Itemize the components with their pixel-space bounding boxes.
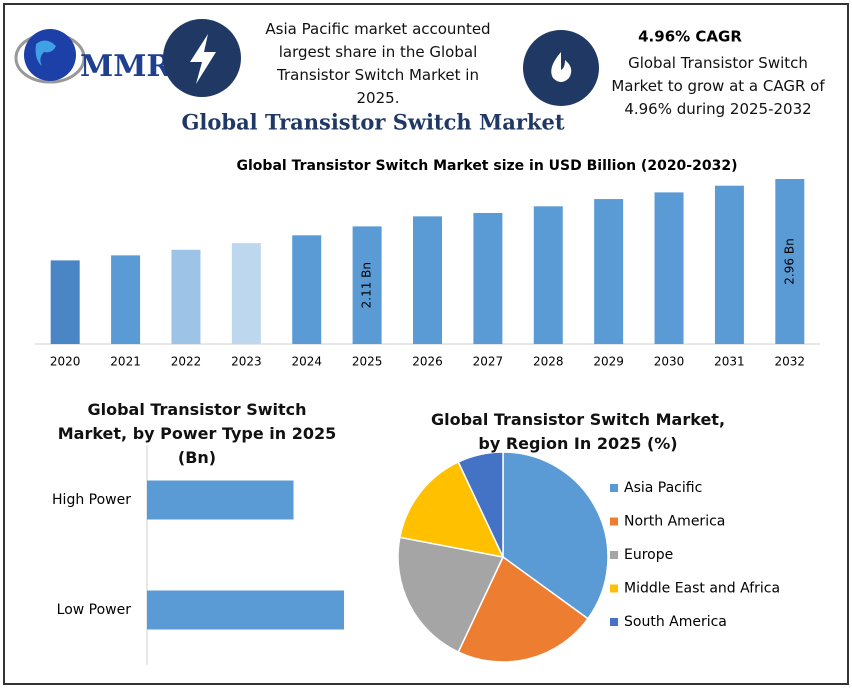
legend-swatch xyxy=(610,484,618,492)
legend-label: North America xyxy=(624,514,725,530)
y-tick-label: High Power xyxy=(52,492,131,508)
x-tick-label: 2025 xyxy=(352,355,383,369)
y-tick-label: Low Power xyxy=(57,602,132,618)
bar xyxy=(714,185,744,344)
data-label: 2.96 Bn xyxy=(782,238,796,284)
legend-label: Asia Pacific xyxy=(624,480,702,496)
bar xyxy=(533,206,563,344)
legend-swatch xyxy=(610,584,618,593)
note: Asia Pacific market accounted largest sh… xyxy=(265,20,491,107)
data-label: 2.11 Bn xyxy=(360,262,374,308)
legend-label: Europe xyxy=(624,547,673,563)
cagr-title: 4.96% CAGR xyxy=(638,28,742,46)
chart-title: Global Transistor Switch Market, by Regi… xyxy=(430,410,726,453)
x-tick-label: 2023 xyxy=(231,355,262,369)
bar xyxy=(111,255,141,344)
legend-swatch xyxy=(610,517,618,526)
bar xyxy=(147,590,344,630)
bar xyxy=(473,213,503,344)
x-tick-label: 2029 xyxy=(593,355,624,369)
x-tick-label: 2027 xyxy=(473,355,504,369)
legend-label: Middle East and Africa xyxy=(624,581,780,597)
bolt-shape xyxy=(190,34,216,84)
bar xyxy=(231,243,261,344)
x-tick-label: 2024 xyxy=(291,355,322,369)
pie-slice xyxy=(502,451,609,620)
bar xyxy=(654,192,684,344)
x-tick-label: 2021 xyxy=(110,355,141,369)
legend-swatch xyxy=(610,618,618,626)
x-tick-label: 2022 xyxy=(171,355,202,369)
chart-title: Global Transistor Switch Market, by Powe… xyxy=(57,400,337,467)
bar xyxy=(171,249,201,344)
bar xyxy=(775,179,805,344)
main-title: Global Transistor Switch Market xyxy=(181,110,564,135)
logo-text: MMR xyxy=(80,49,172,84)
pie-slice xyxy=(457,451,504,558)
pie-slice xyxy=(398,460,505,559)
x-tick-label: 2030 xyxy=(654,355,685,369)
chart-title: Global Transistor Switch Market size in … xyxy=(237,158,738,174)
bar xyxy=(147,480,294,520)
x-tick-label: 2031 xyxy=(714,355,745,369)
flame-shape xyxy=(551,52,572,82)
frame xyxy=(3,3,849,685)
bar xyxy=(594,199,624,344)
pie-slice xyxy=(397,536,505,654)
x-tick-label: 2020 xyxy=(50,355,81,369)
x-tick-label: 2026 xyxy=(412,355,443,369)
x-tick-label: 2032 xyxy=(775,355,806,369)
bar xyxy=(352,226,382,344)
legend-swatch xyxy=(610,551,618,559)
bar xyxy=(50,260,80,344)
cagr-text: Global Transistor Switch Market to grow … xyxy=(611,54,825,118)
bar xyxy=(413,216,442,344)
logo-globe xyxy=(14,29,86,84)
x-tick-label: 2028 xyxy=(533,355,564,369)
legend-label: South America xyxy=(624,614,727,630)
bar xyxy=(292,235,322,344)
